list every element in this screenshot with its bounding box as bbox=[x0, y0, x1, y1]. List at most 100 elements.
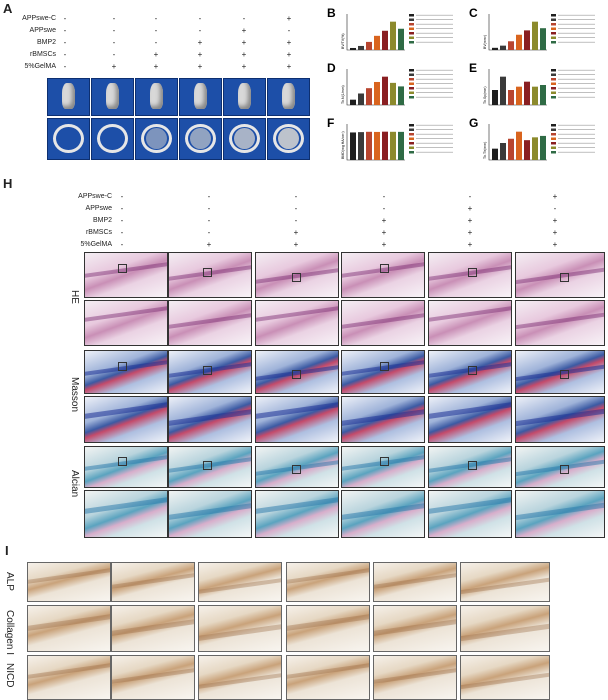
legend-swatch bbox=[409, 96, 414, 99]
treatment-symbol: + bbox=[467, 240, 473, 249]
tissue-band bbox=[461, 671, 549, 691]
tissue-band bbox=[28, 567, 110, 586]
treatment-symbol: - bbox=[120, 228, 124, 237]
histology-zoom bbox=[341, 490, 425, 538]
histology-zoom bbox=[515, 490, 605, 538]
chart-bar bbox=[350, 47, 356, 50]
treatment-symbol: + bbox=[241, 50, 247, 59]
chart-bar bbox=[390, 82, 396, 105]
treatment-symbol: - bbox=[294, 216, 298, 225]
histology-overview bbox=[168, 446, 252, 488]
histology-zoom bbox=[515, 396, 605, 443]
zoom-box bbox=[203, 461, 213, 470]
new-bone-fill bbox=[277, 127, 300, 150]
legend-swatch bbox=[551, 137, 556, 140]
zoom-box bbox=[468, 461, 478, 470]
chart-bar bbox=[366, 131, 372, 160]
chart-bar bbox=[374, 81, 380, 105]
chart-bar bbox=[390, 21, 396, 50]
zoom-box bbox=[292, 465, 302, 474]
chart-b: B BV/TV(%) bbox=[327, 6, 453, 51]
tissue-band bbox=[287, 662, 369, 681]
ihc-image bbox=[286, 605, 370, 652]
zoom-box bbox=[292, 272, 302, 282]
histology-zoom bbox=[428, 490, 512, 538]
treatment-symbol: - bbox=[112, 14, 116, 23]
chart-bar bbox=[540, 85, 546, 105]
treatment-label: APPswe-C bbox=[78, 193, 112, 200]
tissue-band bbox=[169, 408, 251, 427]
ihc-label-nicd: NICD bbox=[4, 663, 15, 688]
tissue-band bbox=[256, 495, 338, 514]
treatment-symbol: - bbox=[287, 26, 291, 35]
legend-swatch bbox=[409, 14, 414, 17]
stain-label-he: HE bbox=[69, 290, 80, 304]
zoom-box bbox=[203, 268, 213, 278]
histology-zoom bbox=[255, 300, 339, 346]
ct-axial-image bbox=[223, 78, 266, 116]
chart-ylabel: Tb.N(1/mm) bbox=[341, 85, 345, 104]
histology-overview bbox=[341, 446, 425, 488]
histology-overview bbox=[84, 252, 168, 298]
tissue-band bbox=[374, 572, 456, 590]
chart-bar bbox=[350, 99, 356, 105]
treatment-label: 5%GelMA bbox=[80, 241, 112, 248]
chart-bar bbox=[366, 41, 372, 50]
tissue-band bbox=[342, 502, 424, 521]
bone-shape bbox=[238, 83, 251, 109]
chart-bar bbox=[540, 135, 546, 160]
legend-swatch bbox=[551, 78, 556, 81]
quantification-charts: BBV/TV(%)CBV(mm³)DTb.N(1/mm)ETb.Sp(mm)FB… bbox=[327, 6, 595, 161]
treatment-symbol: + bbox=[293, 228, 299, 237]
stain-label-alcian: Alcian bbox=[69, 470, 80, 498]
treatment-symbol: - bbox=[63, 38, 67, 47]
histology-zoom bbox=[84, 396, 168, 443]
chart-f: F BMD(mg HA/cm³) bbox=[327, 116, 453, 161]
chart-bar bbox=[398, 86, 404, 105]
chart-bar bbox=[516, 86, 522, 105]
panel-label-i: I bbox=[5, 543, 9, 558]
treatment-symbol: + bbox=[552, 228, 558, 237]
ct-coronal-image bbox=[91, 118, 134, 160]
chart-bar bbox=[382, 76, 388, 105]
legend-swatch bbox=[551, 32, 556, 35]
chart-panel-label: E bbox=[469, 61, 477, 75]
chart-bar bbox=[350, 132, 356, 160]
legend-swatch bbox=[409, 18, 414, 21]
treatment-label: BMP2 bbox=[92, 217, 112, 224]
ihc-image bbox=[198, 655, 282, 700]
histology-overview bbox=[341, 350, 425, 394]
histology-zoom bbox=[84, 300, 168, 346]
treatment-symbol: - bbox=[63, 14, 67, 23]
chart-bar bbox=[500, 76, 506, 105]
ct-coronal-image bbox=[267, 118, 310, 160]
defect-ring bbox=[228, 123, 261, 154]
legend-swatch bbox=[551, 23, 556, 26]
tissue-band bbox=[169, 502, 251, 521]
chart-bar bbox=[524, 140, 530, 160]
legend-swatch bbox=[551, 69, 556, 72]
histology-overview bbox=[515, 446, 605, 488]
ihc-image bbox=[27, 562, 111, 602]
chart-bar bbox=[508, 138, 514, 160]
treatment-label: BMP2 bbox=[36, 39, 56, 46]
chart-bar bbox=[366, 88, 372, 105]
treatment-symbol: + bbox=[111, 62, 117, 71]
histology-overview bbox=[515, 252, 605, 298]
treatment-symbol: + bbox=[197, 62, 203, 71]
histology-overview bbox=[428, 252, 512, 298]
treatment-symbol: - bbox=[112, 38, 116, 47]
treatment-symbol: - bbox=[468, 192, 472, 201]
zoom-box bbox=[292, 369, 302, 379]
treatment-symbol: + bbox=[241, 38, 247, 47]
chart-bar bbox=[390, 131, 396, 160]
treatment-symbol: - bbox=[198, 14, 202, 23]
histology-overview bbox=[515, 350, 605, 394]
chart-ylabel: BV(mm³) bbox=[483, 35, 487, 49]
legend-swatch bbox=[551, 96, 556, 99]
legend-swatch bbox=[551, 27, 556, 30]
treatment-symbol: + bbox=[197, 38, 203, 47]
legend-swatch bbox=[551, 142, 556, 145]
treatment-symbol: - bbox=[207, 192, 211, 201]
treatment-label: APPswe bbox=[29, 27, 56, 34]
